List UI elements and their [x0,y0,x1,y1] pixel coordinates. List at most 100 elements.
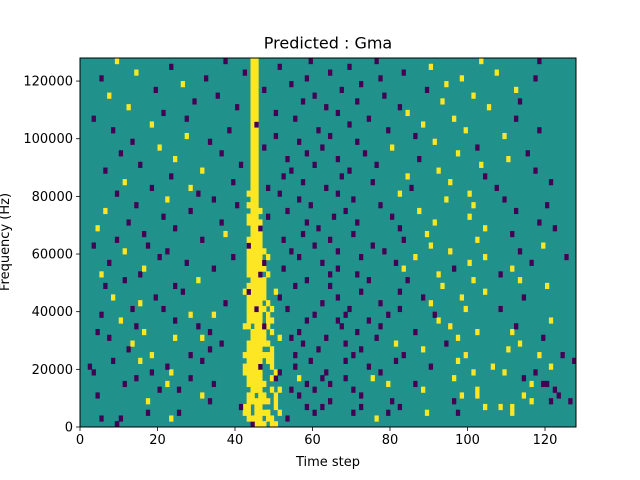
heatmap-cell [498,271,503,278]
heatmap-cell [250,277,259,284]
heatmap-cell [312,311,317,318]
heatmap-cell [277,334,282,341]
heatmap-cell [111,294,116,301]
heatmap-cell [281,265,286,272]
heatmap-cell [471,92,476,99]
heatmap-cell [122,380,127,388]
heatmap-cell [223,58,228,65]
heatmap-cells [87,58,577,428]
heatmap-cell [475,144,480,151]
x-tick-label: 80 [382,433,399,448]
heatmap-cell [498,305,503,313]
heatmap-cell [211,265,217,272]
heatmap-cell [114,421,120,428]
heatmap-cell [506,346,511,353]
heatmap-cell [300,179,306,186]
heatmap-cell [347,63,352,70]
heatmap-cell [328,398,333,405]
heatmap-cell [521,375,527,382]
heatmap-cell [246,346,259,353]
heatmap-cell [107,334,112,341]
heatmap-cell [370,179,375,186]
heatmap-cell [254,173,259,180]
heatmap-cell [258,225,263,232]
heatmap-cell [254,305,259,313]
heatmap-cell [452,398,457,405]
heatmap-cell [122,248,127,255]
heatmap-cell [254,369,263,376]
heatmap-cell [277,294,282,301]
heatmap-cell [219,219,224,226]
x-tick-label: 0 [76,433,84,448]
heatmap-cell [258,415,263,422]
heatmap-cell [548,363,554,370]
heatmap-cell [269,305,275,313]
heatmap-cell [428,63,434,70]
heatmap-cell [246,259,255,266]
heatmap-cell [277,409,282,416]
heatmap-cell [448,248,453,255]
heatmap-cell [514,115,519,122]
heatmap-cell [343,340,348,347]
heatmap-cell [258,380,267,388]
heatmap-cell [246,317,259,324]
heatmap-cell [262,259,267,266]
heatmap-cell [463,352,468,359]
heatmap-cell [486,104,492,111]
heatmap-cell [525,150,530,157]
heatmap-cell [266,271,271,278]
heatmap-cell [312,161,317,168]
heatmap-cell [483,225,488,232]
plot-frame [79,57,577,428]
heatmap-cell [335,317,341,324]
heatmap-cell [138,300,143,307]
heatmap-cell [463,305,468,313]
heatmap-cell [250,352,263,359]
heatmap-cell [273,369,279,376]
heatmap-cell [219,340,224,347]
heatmap-cell [285,207,290,215]
heatmap-cell [250,150,255,157]
heatmap-cell [246,265,255,272]
heatmap-cell [417,156,422,163]
heatmap-cell [173,334,178,341]
heatmap-cell [180,81,186,88]
heatmap-cell [250,86,255,93]
heatmap-cell [250,69,255,76]
heatmap-cell [564,254,569,261]
heatmap-cell [262,323,267,330]
heatmap-cell [242,69,248,76]
heatmap-cell [529,259,534,266]
heatmap-cell [517,277,523,284]
y-tick-label: 20000 [32,363,73,378]
heatmap-cell [200,392,205,399]
heatmap-cell [471,202,476,209]
heatmap-cell [254,219,263,226]
heatmap-cell [320,375,325,382]
heatmap-cell [142,328,147,336]
heatmap-cell [145,409,151,416]
heatmap-cell [246,248,255,255]
heatmap-cell [312,242,317,249]
heatmap-cell [452,375,457,382]
heatmap-cell [510,403,515,411]
heatmap-cell [273,288,279,295]
heatmap-cell [250,328,259,336]
heatmap-cell [254,109,259,117]
heatmap-cell [281,173,286,180]
heatmap-cell [324,184,329,192]
heatmap-cell [114,190,120,197]
heatmap-cell [417,207,422,215]
heatmap-cell [382,92,387,99]
heatmap-cell [297,254,302,261]
heatmap-cell [258,334,267,341]
heatmap-cell [149,184,155,192]
heatmap-cell [304,380,310,388]
heatmap-cell [378,75,383,82]
heatmap-cell [254,300,263,307]
heatmap-cell [103,167,108,174]
heatmap-cell [250,92,255,99]
heatmap-cell [254,242,263,249]
heatmap-cell [324,334,329,341]
heatmap-cell [196,277,201,284]
